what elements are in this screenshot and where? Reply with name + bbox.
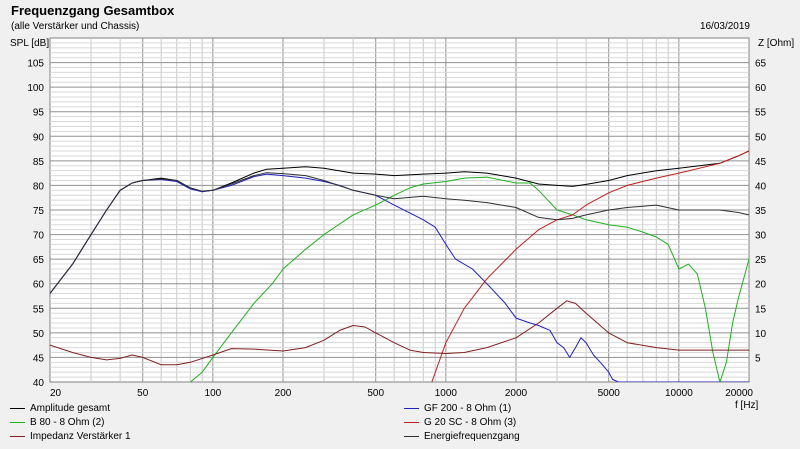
y2-tick-label: 40 (755, 181, 767, 192)
legend-swatch (10, 422, 25, 423)
legend-swatch (10, 436, 25, 437)
legend-swatch (404, 422, 419, 423)
series-lines (50, 150, 749, 382)
x-tick-label: 10000 (665, 388, 693, 399)
y2-tick-label: 15 (755, 304, 767, 315)
y-tick-label: 85 (33, 157, 45, 168)
y-tick-label: 55 (33, 304, 45, 315)
legend-item: G 20 SC - 8 Ohm (3) (404, 417, 516, 428)
legend-item: B 80 - 8 Ohm (2) (10, 417, 104, 428)
x-tick-label: 100 (205, 388, 222, 399)
legend-label: G 20 SC - 8 Ohm (3) (424, 417, 517, 428)
y2-tick-label: 55 (755, 108, 767, 119)
y2-tick-label: 50 (755, 132, 767, 143)
series-line-2 (50, 173, 749, 382)
chart-date: 16/03/2019 (699, 21, 750, 32)
y2-tick-label: 10 (755, 329, 767, 340)
x-tick-label: 2000 (505, 388, 528, 399)
y-tick-label: 105 (27, 59, 44, 70)
y-tick-label: 80 (33, 181, 45, 192)
series-line-6 (50, 172, 749, 294)
y2-tick-label: 30 (755, 231, 767, 242)
legend-swatch (404, 436, 419, 437)
y-tick-label: 60 (33, 280, 45, 291)
y-tick-label: 45 (33, 353, 45, 364)
legend-label: GF 200 - 8 Ohm (1) (424, 403, 512, 414)
y2-tick-label: 45 (755, 157, 767, 168)
legend-item: GF 200 - 8 Ohm (1) (404, 403, 511, 414)
x-tick-label: 20000 (725, 388, 753, 399)
legend-label: B 80 - 8 Ohm (2) (30, 417, 105, 428)
y-tick-label: 75 (33, 206, 45, 217)
y-axis-label: SPL [dB] (10, 38, 50, 49)
series-line-3 (189, 176, 749, 382)
legend-label: Energiefrequenzgang (424, 431, 520, 442)
y2-tick-label: 25 (755, 255, 767, 266)
legend-item: Energiefrequenzgang (404, 431, 520, 442)
y2-tick-label: 65 (755, 59, 767, 70)
y-tick-label: 95 (33, 108, 45, 119)
legend-swatch (404, 408, 419, 409)
y2-tick-label: 20 (755, 280, 767, 291)
series-line-5 (50, 300, 749, 366)
series-line-4 (431, 150, 749, 382)
y-tick-label: 40 (33, 378, 45, 389)
y2-tick-label: 5 (755, 353, 761, 364)
x-tick-label: 20 (50, 388, 62, 399)
y2-tick-label: 60 (755, 83, 767, 94)
legend-label: Impedanz Verstärker 1 (30, 431, 131, 442)
y-tick-label: 100 (27, 83, 44, 94)
x-axis-label: f [Hz] (735, 400, 759, 411)
y-tick-label: 50 (33, 329, 45, 340)
x-tick-label: 200 (275, 388, 292, 399)
legend-swatch (10, 408, 25, 409)
x-tick-label: 50 (137, 388, 149, 399)
legend-label: Amplitude gesamt (30, 403, 111, 414)
legend-item: Impedanz Verstärker 1 (10, 431, 131, 442)
legend-item: Amplitude gesamt (10, 403, 110, 414)
chart-title: Frequenzgang Gesamtbox (11, 3, 175, 18)
x-tick-label: 500 (367, 388, 384, 399)
y-tick-label: 90 (33, 132, 45, 143)
y-tick-label: 65 (33, 255, 45, 266)
chart-subtitle: (alle Verstärker und Chassis) (11, 21, 140, 32)
y2-axis-label: Z [Ohm] (758, 38, 795, 49)
tick-labels: 40 45 50 55 60 65 70 75 80 85 90 95 100 105 5 10 15 20 25 3… (27, 59, 766, 399)
grid (50, 38, 749, 382)
y-tick-label: 70 (33, 231, 45, 242)
x-tick-label: 5000 (598, 388, 621, 399)
x-tick-label: 1000 (435, 388, 458, 399)
y2-tick-label: 35 (755, 206, 767, 217)
